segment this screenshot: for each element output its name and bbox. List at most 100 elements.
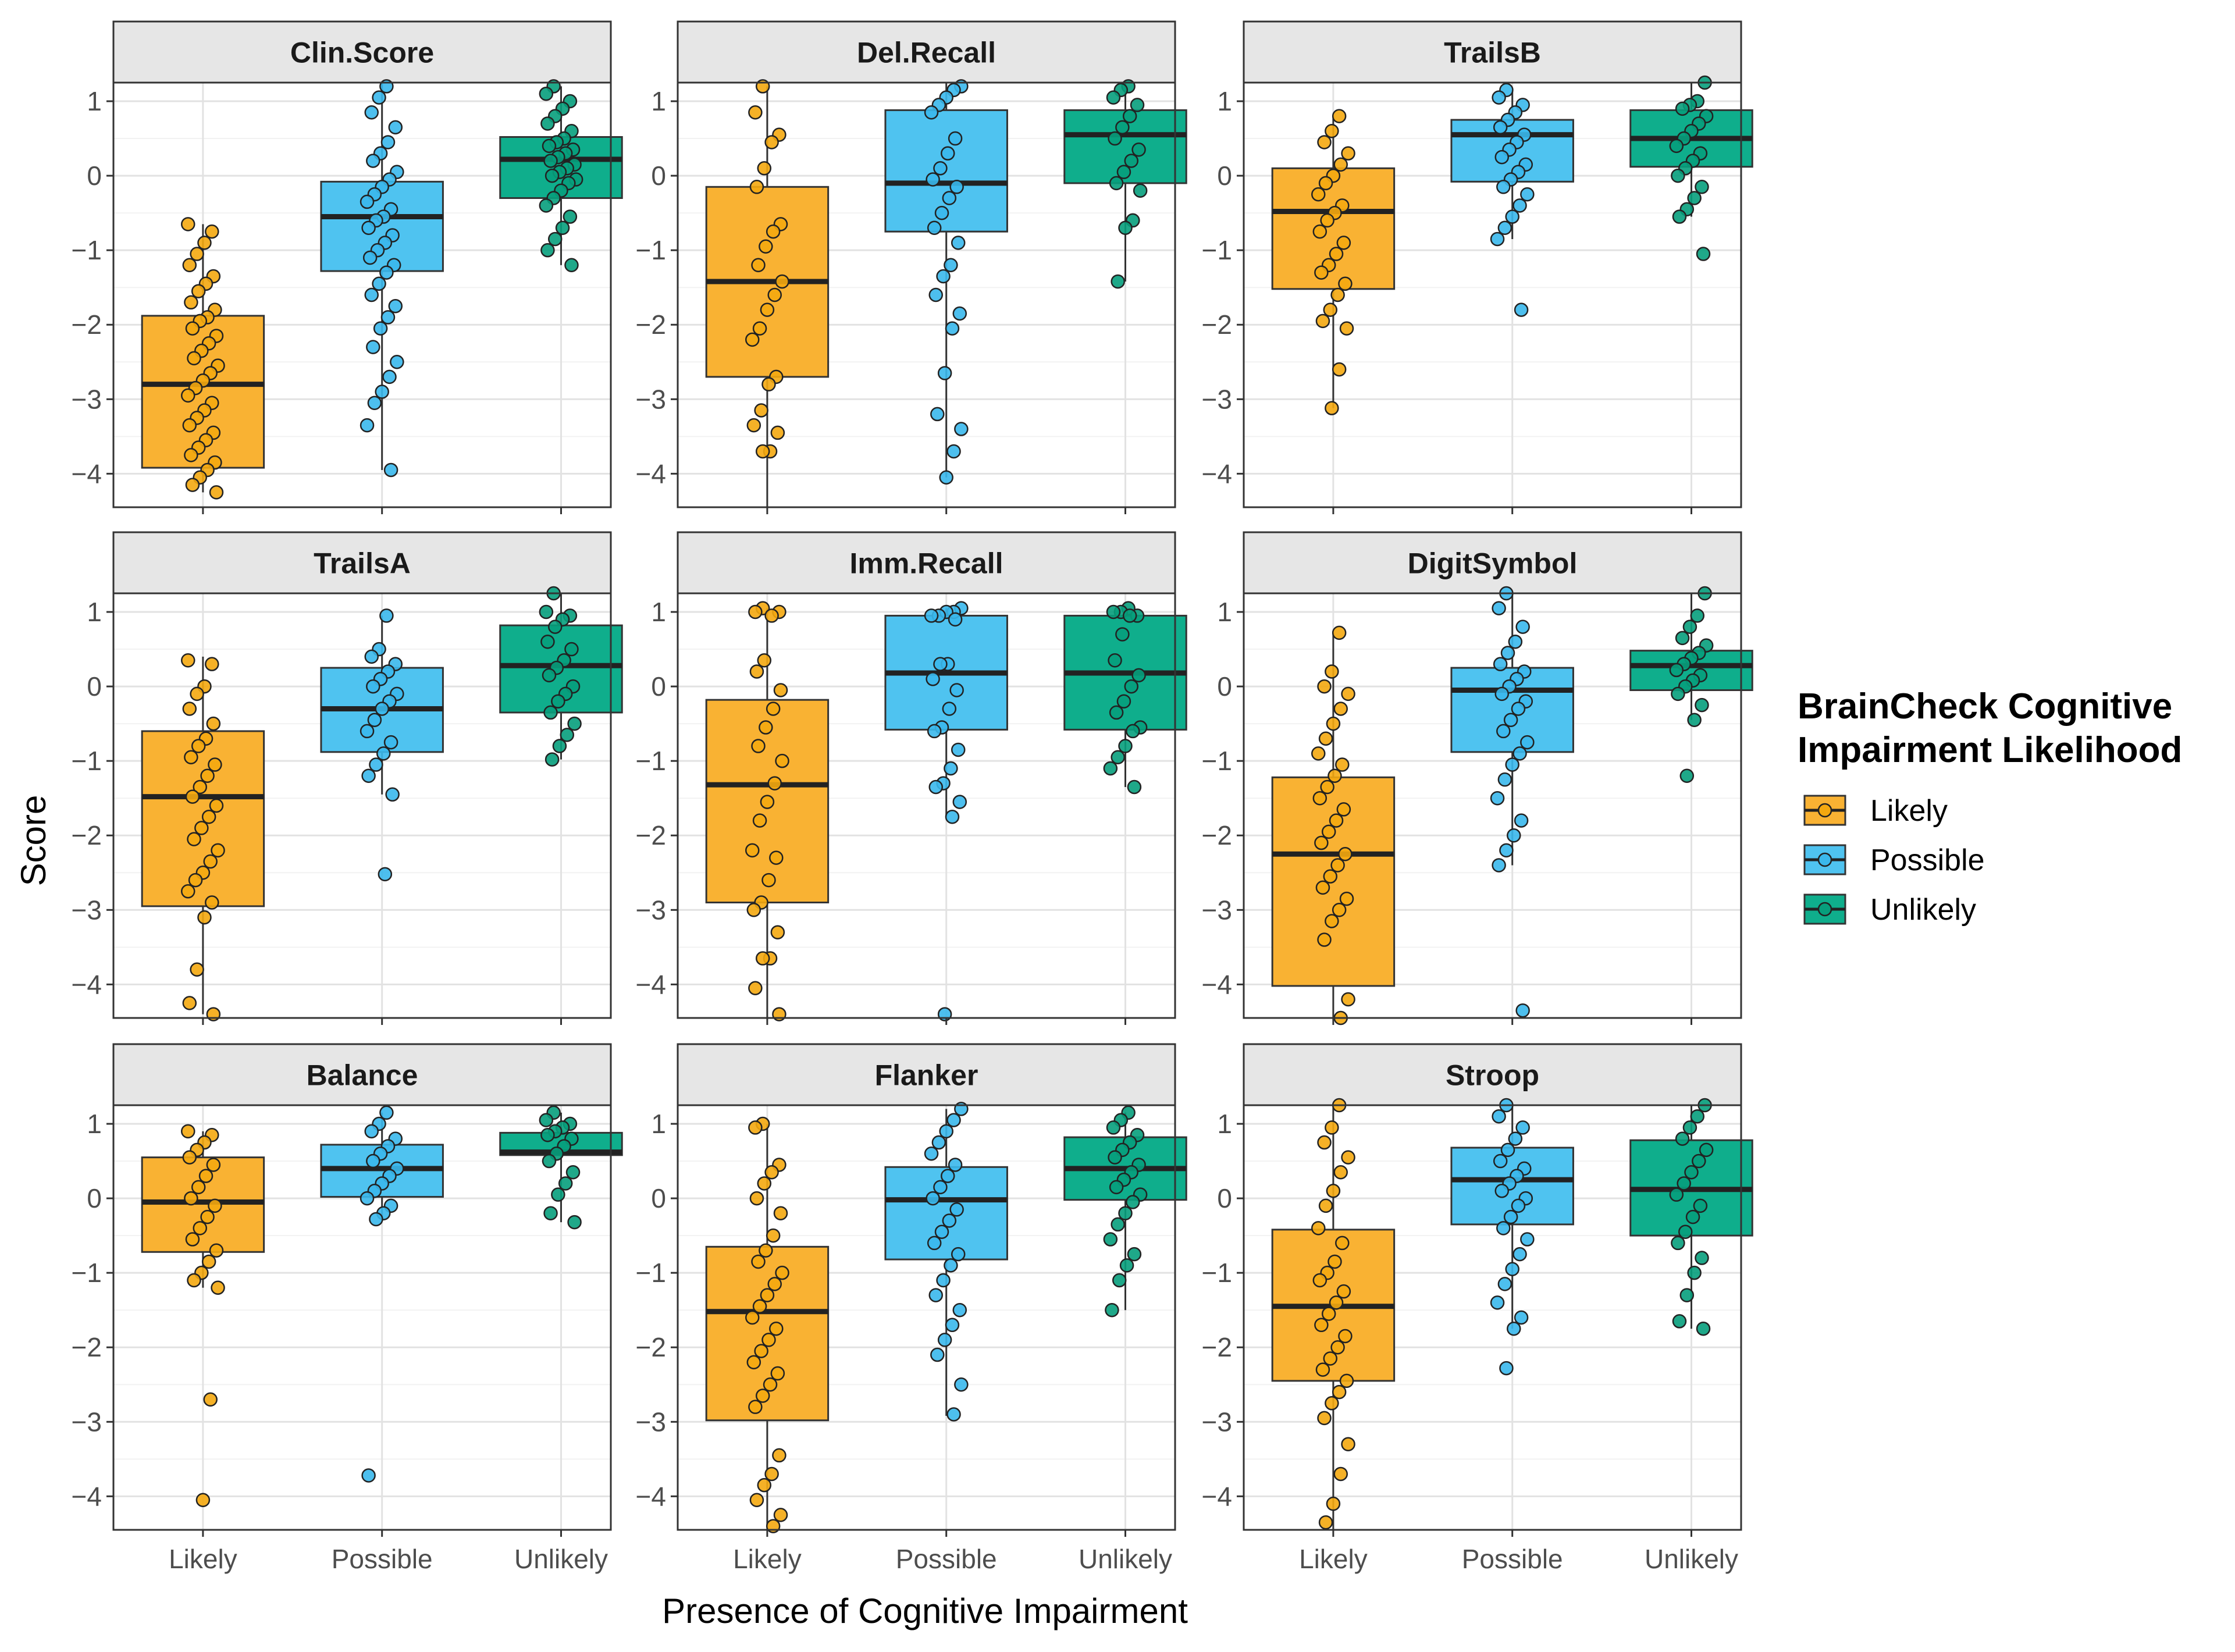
data-point: [1696, 1321, 1711, 1336]
data-point: [745, 332, 760, 347]
data-point: [1677, 1176, 1691, 1191]
data-point: [1499, 843, 1514, 858]
group-balance-unlikely: [499, 1105, 623, 1230]
data-point: [376, 746, 391, 761]
group-stroop-likely: [1271, 1098, 1396, 1530]
data-point: [567, 1215, 582, 1230]
x-tick-label-likely: Likely: [733, 1544, 802, 1574]
data-point: [954, 422, 969, 436]
data-point: [1118, 220, 1133, 235]
data-point: [751, 739, 766, 753]
legend-title-line2: Impairment Likelihood: [1798, 730, 2182, 770]
data-point: [197, 236, 212, 250]
data-point: [1675, 631, 1690, 646]
y-tick-label: 1: [1217, 1109, 1232, 1139]
data-point: [748, 105, 763, 120]
data-point: [951, 236, 966, 250]
data-point: [764, 608, 779, 623]
facet-panels: Clin.Score 1 0 −1 −2 −3 −4 Del.Recall 1 0 −1 −2 −3 −4…: [72, 20, 1753, 1574]
data-point: [1515, 620, 1530, 634]
data-point: [1127, 1247, 1142, 1262]
data-point: [187, 832, 201, 846]
data-point: [1671, 168, 1685, 183]
y-tick-label: −4: [72, 458, 102, 489]
data-point: [748, 1400, 763, 1414]
data-point: [206, 1158, 221, 1172]
data-point: [1336, 236, 1351, 250]
data-point: [544, 168, 560, 183]
data-point: [772, 1448, 786, 1463]
y-tick-label: −3: [636, 895, 666, 925]
data-point: [565, 1165, 581, 1180]
data-point: [361, 1468, 376, 1483]
group-trailsa-likely: [141, 653, 265, 1021]
data-point: [934, 1224, 949, 1239]
data-point: [1492, 601, 1506, 615]
data-point: [1317, 135, 1332, 149]
data-point: [543, 1206, 558, 1220]
y-tick-label: −2: [636, 309, 666, 340]
data-point: [184, 1191, 198, 1206]
data-point: [755, 1388, 770, 1403]
data-point: [1492, 90, 1506, 105]
data-point: [1500, 646, 1515, 660]
data-point: [375, 384, 389, 399]
group-clin-score-likely: [141, 217, 265, 500]
data-point: [944, 258, 958, 273]
data-point: [1520, 187, 1535, 202]
group-del-recall-unlikely: [1063, 79, 1187, 289]
data-point: [1333, 1165, 1348, 1180]
y-tick-label: 0: [87, 671, 102, 702]
data-point: [1520, 1232, 1535, 1247]
data-point: [769, 850, 784, 865]
data-point: [1106, 90, 1121, 105]
data-point: [1338, 276, 1353, 291]
data-point: [746, 1355, 761, 1370]
data-point: [1122, 109, 1137, 123]
data-point: [933, 657, 948, 671]
data-point: [1494, 1184, 1509, 1198]
data-point: [1341, 686, 1355, 702]
panel-title-trailsb: TrailsB: [1444, 37, 1541, 69]
data-point: [182, 702, 197, 716]
data-point: [1312, 224, 1328, 239]
data-point: [1515, 1003, 1530, 1018]
data-point: [194, 821, 209, 835]
data-point: [775, 274, 789, 289]
y-tick-label: −1: [1202, 1258, 1232, 1288]
data-point: [567, 716, 582, 731]
data-point: [1332, 625, 1347, 640]
data-point: [182, 418, 197, 433]
data-point: [1320, 779, 1334, 795]
data-point: [1494, 149, 1509, 165]
data-point: [563, 209, 578, 224]
data-point: [193, 1221, 208, 1236]
data-point: [1341, 146, 1355, 161]
data-point: [539, 198, 554, 213]
group-digitsymbol-likely: [1271, 625, 1396, 1026]
data-point: [1512, 1247, 1527, 1262]
data-point: [211, 843, 225, 858]
legend-item-possible: Possible: [1803, 843, 1985, 877]
data-point: [1325, 123, 1339, 138]
group-flanker-unlikely: [1063, 1105, 1187, 1318]
data-point: [1108, 653, 1122, 668]
data-point: [1669, 1187, 1684, 1202]
data-point: [1124, 154, 1139, 168]
data-point: [775, 1265, 789, 1280]
y-tick-label: −2: [72, 820, 102, 850]
data-point: [1332, 1384, 1347, 1400]
data-point: [388, 298, 403, 314]
data-point: [1512, 746, 1527, 761]
data-point: [1490, 791, 1505, 806]
data-point: [203, 1392, 218, 1407]
x-tick-label-unlikely: Unlikely: [514, 1544, 608, 1574]
data-point: [1693, 1198, 1708, 1213]
data-point: [367, 713, 382, 727]
data-point: [924, 1146, 939, 1161]
data-point: [749, 1191, 764, 1206]
data-point: [375, 702, 389, 716]
data-point: [190, 247, 204, 261]
data-point: [1103, 761, 1118, 776]
data-point: [927, 724, 942, 739]
